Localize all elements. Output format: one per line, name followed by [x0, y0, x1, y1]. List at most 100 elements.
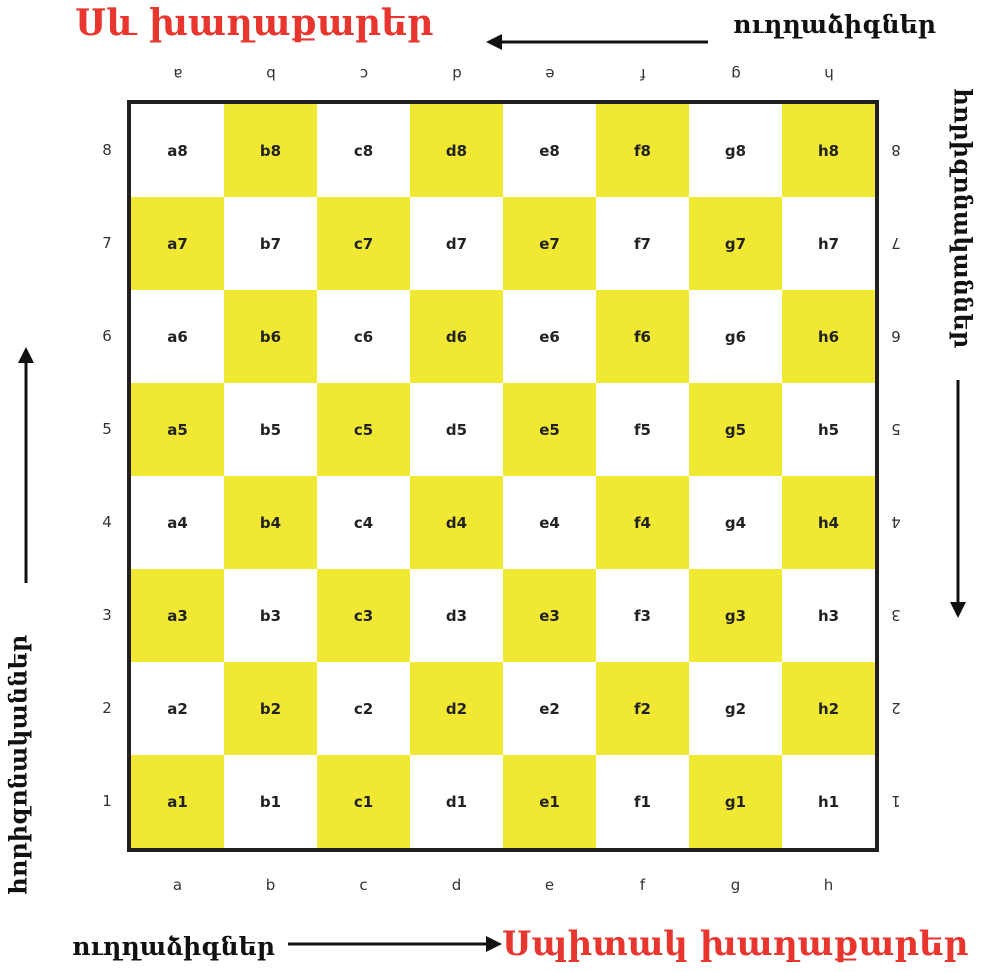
square-g2: g2	[689, 662, 782, 755]
square-c1: c1	[317, 755, 410, 848]
square-g8: g8	[689, 104, 782, 197]
file-label-bottom-a: a	[172, 876, 183, 894]
square-h1: h1	[782, 755, 875, 848]
square-g3: g3	[689, 569, 782, 662]
rank-label-right-6: 6	[891, 326, 901, 345]
rank-label-left-8: 8	[102, 140, 112, 159]
square-c6: c6	[317, 290, 410, 383]
square-b6: b6	[224, 290, 317, 383]
square-d1: d1	[410, 755, 503, 848]
square-b8: b8	[224, 104, 317, 197]
rank-label-right-5: 5	[891, 419, 901, 438]
square-a3: a3	[131, 569, 224, 662]
square-c7: c7	[317, 197, 410, 290]
rank-label-left-2: 2	[102, 698, 112, 717]
rank-label-right-4: 4	[891, 512, 901, 531]
square-e3: e3	[503, 569, 596, 662]
file-label-bottom-e: e	[544, 876, 555, 894]
square-g5: g5	[689, 383, 782, 476]
square-f5: f5	[596, 383, 689, 476]
square-h4: h4	[782, 476, 875, 569]
square-d5: d5	[410, 383, 503, 476]
square-a8: a8	[131, 104, 224, 197]
square-c2: c2	[317, 662, 410, 755]
square-f7: f7	[596, 197, 689, 290]
file-label-top-d: d	[451, 65, 462, 83]
square-c8: c8	[317, 104, 410, 197]
file-label-top-b: b	[265, 65, 276, 83]
square-b2: b2	[224, 662, 317, 755]
square-d2: d2	[410, 662, 503, 755]
rank-label-right-7: 7	[891, 233, 901, 252]
rank-label-left-5: 5	[102, 419, 112, 438]
square-e5: e5	[503, 383, 596, 476]
file-label-top-e: e	[544, 65, 555, 83]
square-a1: a1	[131, 755, 224, 848]
rank-label-right-3: 3	[891, 605, 901, 624]
square-a2: a2	[131, 662, 224, 755]
rank-label-left-6: 6	[102, 326, 112, 345]
square-e7: e7	[503, 197, 596, 290]
square-g4: g4	[689, 476, 782, 569]
arrow-right-icon	[288, 936, 502, 952]
square-g7: g7	[689, 197, 782, 290]
square-c4: c4	[317, 476, 410, 569]
arrow-down-icon	[950, 380, 966, 618]
file-label-bottom-g: g	[730, 876, 741, 894]
rank-label-left-7: 7	[102, 233, 112, 252]
file-label-bottom-b: b	[265, 876, 276, 894]
chessboard: a8 b8 c8 d8 e8 f8 g8 h8 a7 b7 c7 d7 e7 f7 g7 h7 a6 b6 c6 d6…	[127, 100, 879, 852]
file-label-bottom-h: h	[823, 876, 834, 894]
square-h8: h8	[782, 104, 875, 197]
square-d8: d8	[410, 104, 503, 197]
square-a5: a5	[131, 383, 224, 476]
square-a7: a7	[131, 197, 224, 290]
square-h6: h6	[782, 290, 875, 383]
rank-label-left-3: 3	[102, 605, 112, 624]
square-h3: h3	[782, 569, 875, 662]
files-label-top: ուղղաձիգներ	[733, 10, 936, 39]
square-h2: h2	[782, 662, 875, 755]
rank-label-right-1: 1	[891, 791, 901, 810]
square-e1: e1	[503, 755, 596, 848]
square-b4: b4	[224, 476, 317, 569]
square-e4: e4	[503, 476, 596, 569]
black-pieces-title: Սև խաղաքարեր	[75, 2, 434, 44]
square-f1: f1	[596, 755, 689, 848]
square-f4: f4	[596, 476, 689, 569]
square-e2: e2	[503, 662, 596, 755]
rank-label-left-4: 4	[102, 512, 112, 531]
square-f2: f2	[596, 662, 689, 755]
square-f3: f3	[596, 569, 689, 662]
square-g6: g6	[689, 290, 782, 383]
file-label-top-c: c	[359, 65, 368, 83]
square-b1: b1	[224, 755, 317, 848]
arrow-left-icon	[486, 34, 708, 50]
square-f6: f6	[596, 290, 689, 383]
square-d7: d7	[410, 197, 503, 290]
square-d3: d3	[410, 569, 503, 662]
ranks-label-left: հորիզոնականներ	[3, 634, 33, 895]
square-h5: h5	[782, 383, 875, 476]
square-g1: g1	[689, 755, 782, 848]
file-label-top-h: h	[823, 65, 834, 83]
square-b3: b3	[224, 569, 317, 662]
square-d4: d4	[410, 476, 503, 569]
square-f8: f8	[596, 104, 689, 197]
square-b5: b5	[224, 383, 317, 476]
arrow-up-icon	[18, 347, 34, 583]
file-label-bottom-f: f	[639, 876, 646, 894]
file-label-top-f: f	[639, 65, 646, 83]
rank-label-left-1: 1	[102, 791, 112, 810]
files-label-bottom: ուղղաձիգներ	[72, 932, 275, 961]
square-a4: a4	[131, 476, 224, 569]
square-e6: e6	[503, 290, 596, 383]
rank-label-right-2: 2	[891, 698, 901, 717]
square-h7: h7	[782, 197, 875, 290]
square-d6: d6	[410, 290, 503, 383]
square-c3: c3	[317, 569, 410, 662]
square-e8: e8	[503, 104, 596, 197]
square-b7: b7	[224, 197, 317, 290]
rank-label-right-8: 8	[891, 140, 901, 159]
file-label-top-g: g	[730, 65, 741, 83]
